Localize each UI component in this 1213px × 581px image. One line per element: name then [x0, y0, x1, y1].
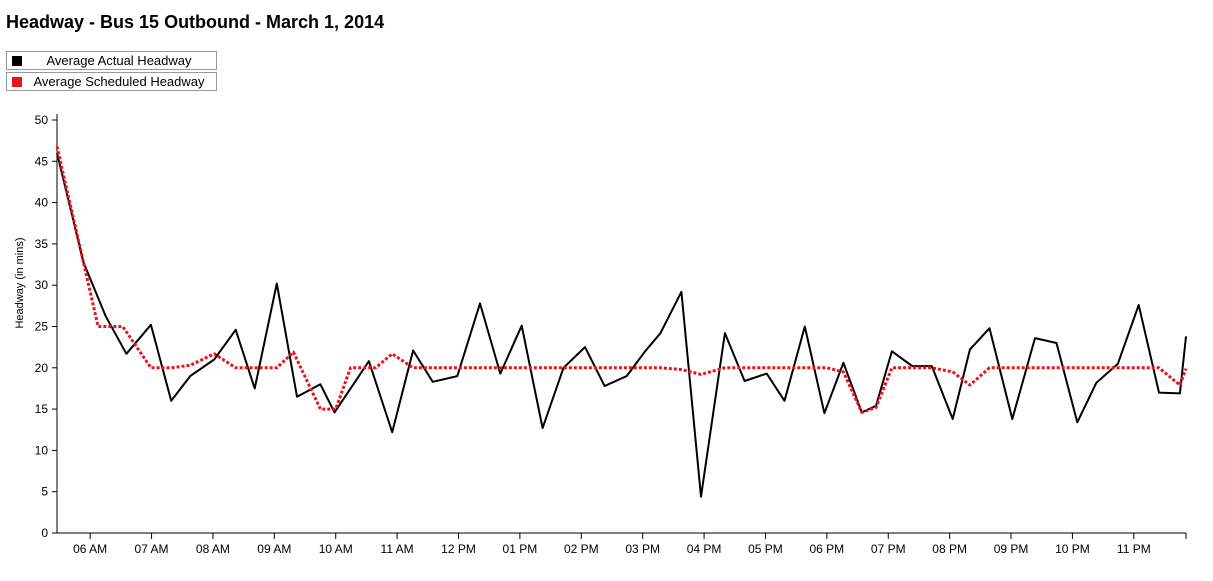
x-tick-label: 07 AM — [135, 542, 169, 556]
x-tick-label: 06 PM — [810, 542, 845, 556]
x-tick-label: 11 PM — [1117, 542, 1151, 556]
y-tick-label: 15 — [35, 402, 49, 416]
y-axis: 0 5 10 15 20 25 30 35 40 45 50 — [35, 113, 58, 540]
x-tick-label: 04 PM — [687, 542, 722, 556]
y-tick-label: 25 — [35, 320, 49, 334]
y-tick-label: 5 — [41, 485, 48, 499]
x-tick-label: 09 PM — [994, 542, 1029, 556]
chart-title: Headway - Bus 15 Outbound - March 1, 201… — [6, 12, 385, 32]
x-tick-label: 01 PM — [503, 542, 538, 556]
x-tick-label: 05 PM — [748, 542, 783, 556]
y-tick-label: 10 — [35, 443, 49, 457]
x-tick-label: 08 AM — [196, 542, 230, 556]
x-tick-label: 02 PM — [564, 542, 599, 556]
series-line-actual — [56, 152, 1187, 498]
x-tick-label: 07 PM — [871, 542, 906, 556]
x-axis: 06 AM 07 AM 08 AM 09 AM 10 AM 11 AM 12 PM 01 PM… — [57, 532, 1187, 556]
legend-item-scheduled[interactable]: Average Scheduled Headway — [6, 72, 217, 91]
x-tick-label: 03 PM — [625, 542, 660, 556]
x-tick-label: 10 PM — [1055, 542, 1090, 556]
x-tick-label: 12 PM — [441, 542, 476, 556]
y-tick-label: 0 — [41, 526, 48, 540]
y-tick-label: 30 — [35, 278, 49, 292]
legend-item-actual[interactable]: Average Actual Headway — [6, 51, 217, 70]
y-tick-label: 50 — [35, 113, 49, 127]
x-tick-label: 11 AM — [381, 542, 414, 556]
y-tick-label: 45 — [35, 154, 49, 168]
y-tick-label: 20 — [35, 361, 49, 375]
series-layer — [55, 146, 1188, 498]
y-tick-label: 35 — [35, 237, 49, 251]
series-line-scheduled — [55, 146, 1188, 414]
x-tick-label: 09 AM — [257, 542, 291, 556]
x-tick-label: 08 PM — [932, 542, 967, 556]
y-tick-label: 40 — [35, 196, 49, 210]
x-tick-label: 06 AM — [73, 542, 107, 556]
legend-swatch-scheduled — [12, 76, 22, 87]
legend-label-scheduled: Average Scheduled Headway — [33, 74, 205, 89]
y-axis-title: Headway (in mins) — [14, 237, 26, 328]
legend: Average Actual Headway Average Scheduled… — [6, 51, 217, 91]
legend-swatch-actual — [12, 55, 22, 66]
legend-label-actual: Average Actual Headway — [46, 53, 192, 68]
x-tick-label: 10 AM — [319, 542, 353, 556]
